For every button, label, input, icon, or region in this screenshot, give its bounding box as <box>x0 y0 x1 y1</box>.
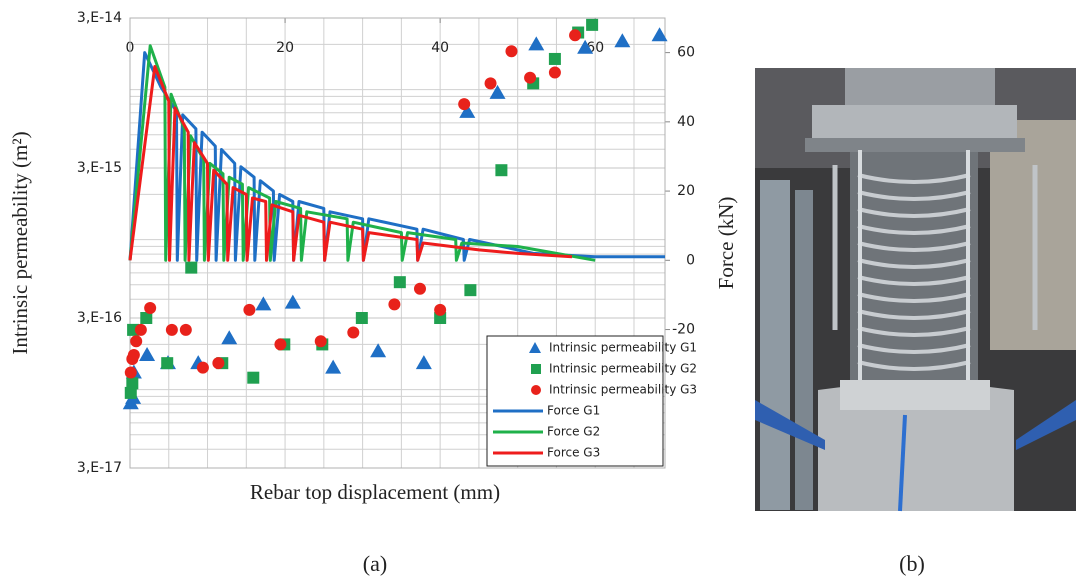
circle-marker <box>413 282 426 295</box>
legend-label: Force G1 <box>547 404 600 418</box>
circle-marker <box>524 71 537 84</box>
circle-marker <box>134 323 147 336</box>
triangle-marker <box>614 33 631 48</box>
y2-axis-title: Force (kN) <box>714 197 738 290</box>
square-marker <box>124 386 137 399</box>
legend-swatch <box>531 364 541 374</box>
square-marker <box>161 357 174 370</box>
y2-tick-label: -20 <box>672 322 695 338</box>
circle-marker <box>196 361 209 374</box>
square-marker <box>140 312 153 324</box>
legend-label: Intrinsic permeability G2 <box>549 362 697 376</box>
y-tick-label: 3,E-15 <box>77 160 122 176</box>
y2-tick-label: 40 <box>677 114 695 130</box>
y2-tick-label: 60 <box>677 45 695 61</box>
square-marker <box>126 377 139 390</box>
legend-label: Intrinsic permeability G3 <box>549 383 697 397</box>
y2-tick-label: 0 <box>686 252 695 268</box>
circle-marker <box>484 77 497 90</box>
triangle-marker <box>284 294 301 309</box>
x-tick-label: 40 <box>431 40 449 56</box>
circle-marker <box>388 298 401 311</box>
triangle-marker <box>325 359 342 374</box>
force-line <box>128 51 665 262</box>
force-line <box>128 44 596 262</box>
circle-marker <box>130 335 143 348</box>
circle-marker <box>144 301 157 314</box>
legend-label: Intrinsic permeability G1 <box>549 341 697 355</box>
circle-marker <box>127 349 140 362</box>
triangle-marker <box>415 355 432 370</box>
circle-marker <box>347 326 360 339</box>
square-marker <box>586 18 599 31</box>
photo <box>755 68 1076 512</box>
legend-label: Force G3 <box>547 446 600 460</box>
circle-marker <box>569 29 582 42</box>
plot-area: 3,E-143,E-153,E-163,E-170 20 40 60-20020406… <box>77 10 697 476</box>
triangle-marker <box>651 27 668 42</box>
legend-box <box>486 335 664 467</box>
force-line <box>128 65 573 262</box>
circle-marker <box>458 98 471 111</box>
caption: (a) <box>363 551 387 576</box>
legend-swatch <box>529 342 541 353</box>
square-marker <box>355 312 368 324</box>
circle-marker <box>434 303 447 316</box>
circle-marker <box>314 335 327 348</box>
triangle-marker <box>221 330 238 345</box>
square-marker <box>495 164 508 177</box>
circle-marker <box>548 66 561 79</box>
y-tick-label: 3,E-16 <box>77 310 122 326</box>
square-marker <box>464 284 477 297</box>
circle-marker <box>274 338 287 351</box>
square-marker <box>185 261 198 274</box>
circle-marker <box>243 303 256 316</box>
circle-marker <box>212 357 225 370</box>
y2-tick-label: 20 <box>677 183 695 199</box>
triangle-marker <box>528 36 545 51</box>
circle-marker <box>505 45 518 58</box>
triangle-marker <box>370 343 387 358</box>
square-marker <box>393 276 406 289</box>
caption: (b) <box>899 551 925 576</box>
triangle-marker <box>577 39 594 54</box>
square-marker <box>127 323 140 336</box>
x-tick-label: 20 <box>276 40 294 56</box>
legend: Intrinsic permeability G1 Intrinsic perme… <box>486 335 697 467</box>
circle-marker <box>179 323 192 336</box>
x-axis-title: Rebar top displacement (mm) <box>250 480 500 504</box>
y-axis-title: Intrinsic permeability (m²) <box>8 131 32 354</box>
square-marker <box>247 371 260 384</box>
y-tick-label: 3,E-17 <box>77 460 122 476</box>
circle-marker <box>165 323 178 336</box>
triangle-marker <box>139 347 156 362</box>
legend-swatch <box>531 385 541 395</box>
triangle-marker <box>459 103 476 118</box>
circle-marker <box>124 366 137 379</box>
y-tick-label: 3,E-14 <box>77 10 122 26</box>
legend-label: Force G2 <box>547 425 600 439</box>
square-marker <box>548 52 561 65</box>
triangle-marker <box>255 296 272 311</box>
triangle-marker <box>489 84 506 99</box>
